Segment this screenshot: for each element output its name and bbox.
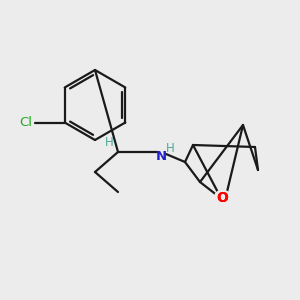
Text: H: H <box>105 136 113 148</box>
Text: H: H <box>166 142 174 154</box>
Text: O: O <box>216 191 228 205</box>
Text: O: O <box>216 191 228 205</box>
Text: Cl: Cl <box>19 116 32 129</box>
Text: N: N <box>155 151 167 164</box>
